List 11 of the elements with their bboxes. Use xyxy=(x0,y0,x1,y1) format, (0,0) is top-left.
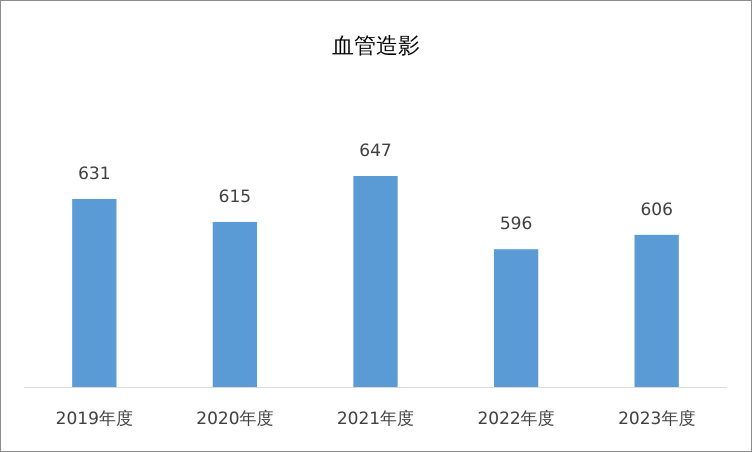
data-label: 647 xyxy=(359,141,392,161)
data-label: 615 xyxy=(218,186,252,207)
x-tick-label: 2021年度 xyxy=(336,409,414,429)
x-tick-label: 2019年度 xyxy=(56,409,133,429)
x-tick-label: 2022年度 xyxy=(477,409,555,429)
x-tick-label: 2023年度 xyxy=(618,409,696,429)
chart-title: 血管造影 xyxy=(332,34,420,59)
data-label: 631 xyxy=(78,164,111,184)
data-label: 606 xyxy=(640,200,673,220)
x-tick-label: 2020年度 xyxy=(196,409,274,429)
data-label: 596 xyxy=(500,214,532,234)
